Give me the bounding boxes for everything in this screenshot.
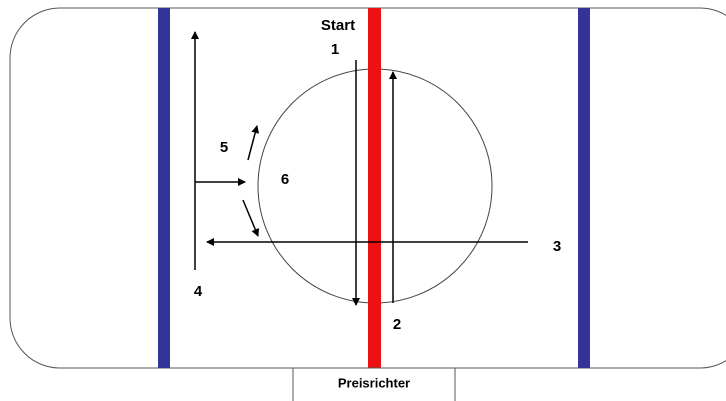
arrow-label: 1 (331, 41, 339, 58)
arrow (242, 199, 259, 237)
arrow-label: 6 (281, 171, 289, 188)
arrow-label: 2 (393, 316, 401, 333)
red-line (368, 8, 381, 368)
arrows (191, 31, 528, 306)
arrow-label: 3 (553, 238, 561, 255)
blue-line (578, 8, 590, 368)
arrow-label: 5 (220, 139, 228, 156)
judge-box (292, 367, 456, 401)
blue-line (158, 8, 170, 368)
arrow-label: 4 (194, 283, 203, 300)
start-label: Start (321, 17, 355, 34)
arrow (247, 125, 260, 161)
judge-label: Preisrichter (338, 375, 410, 390)
